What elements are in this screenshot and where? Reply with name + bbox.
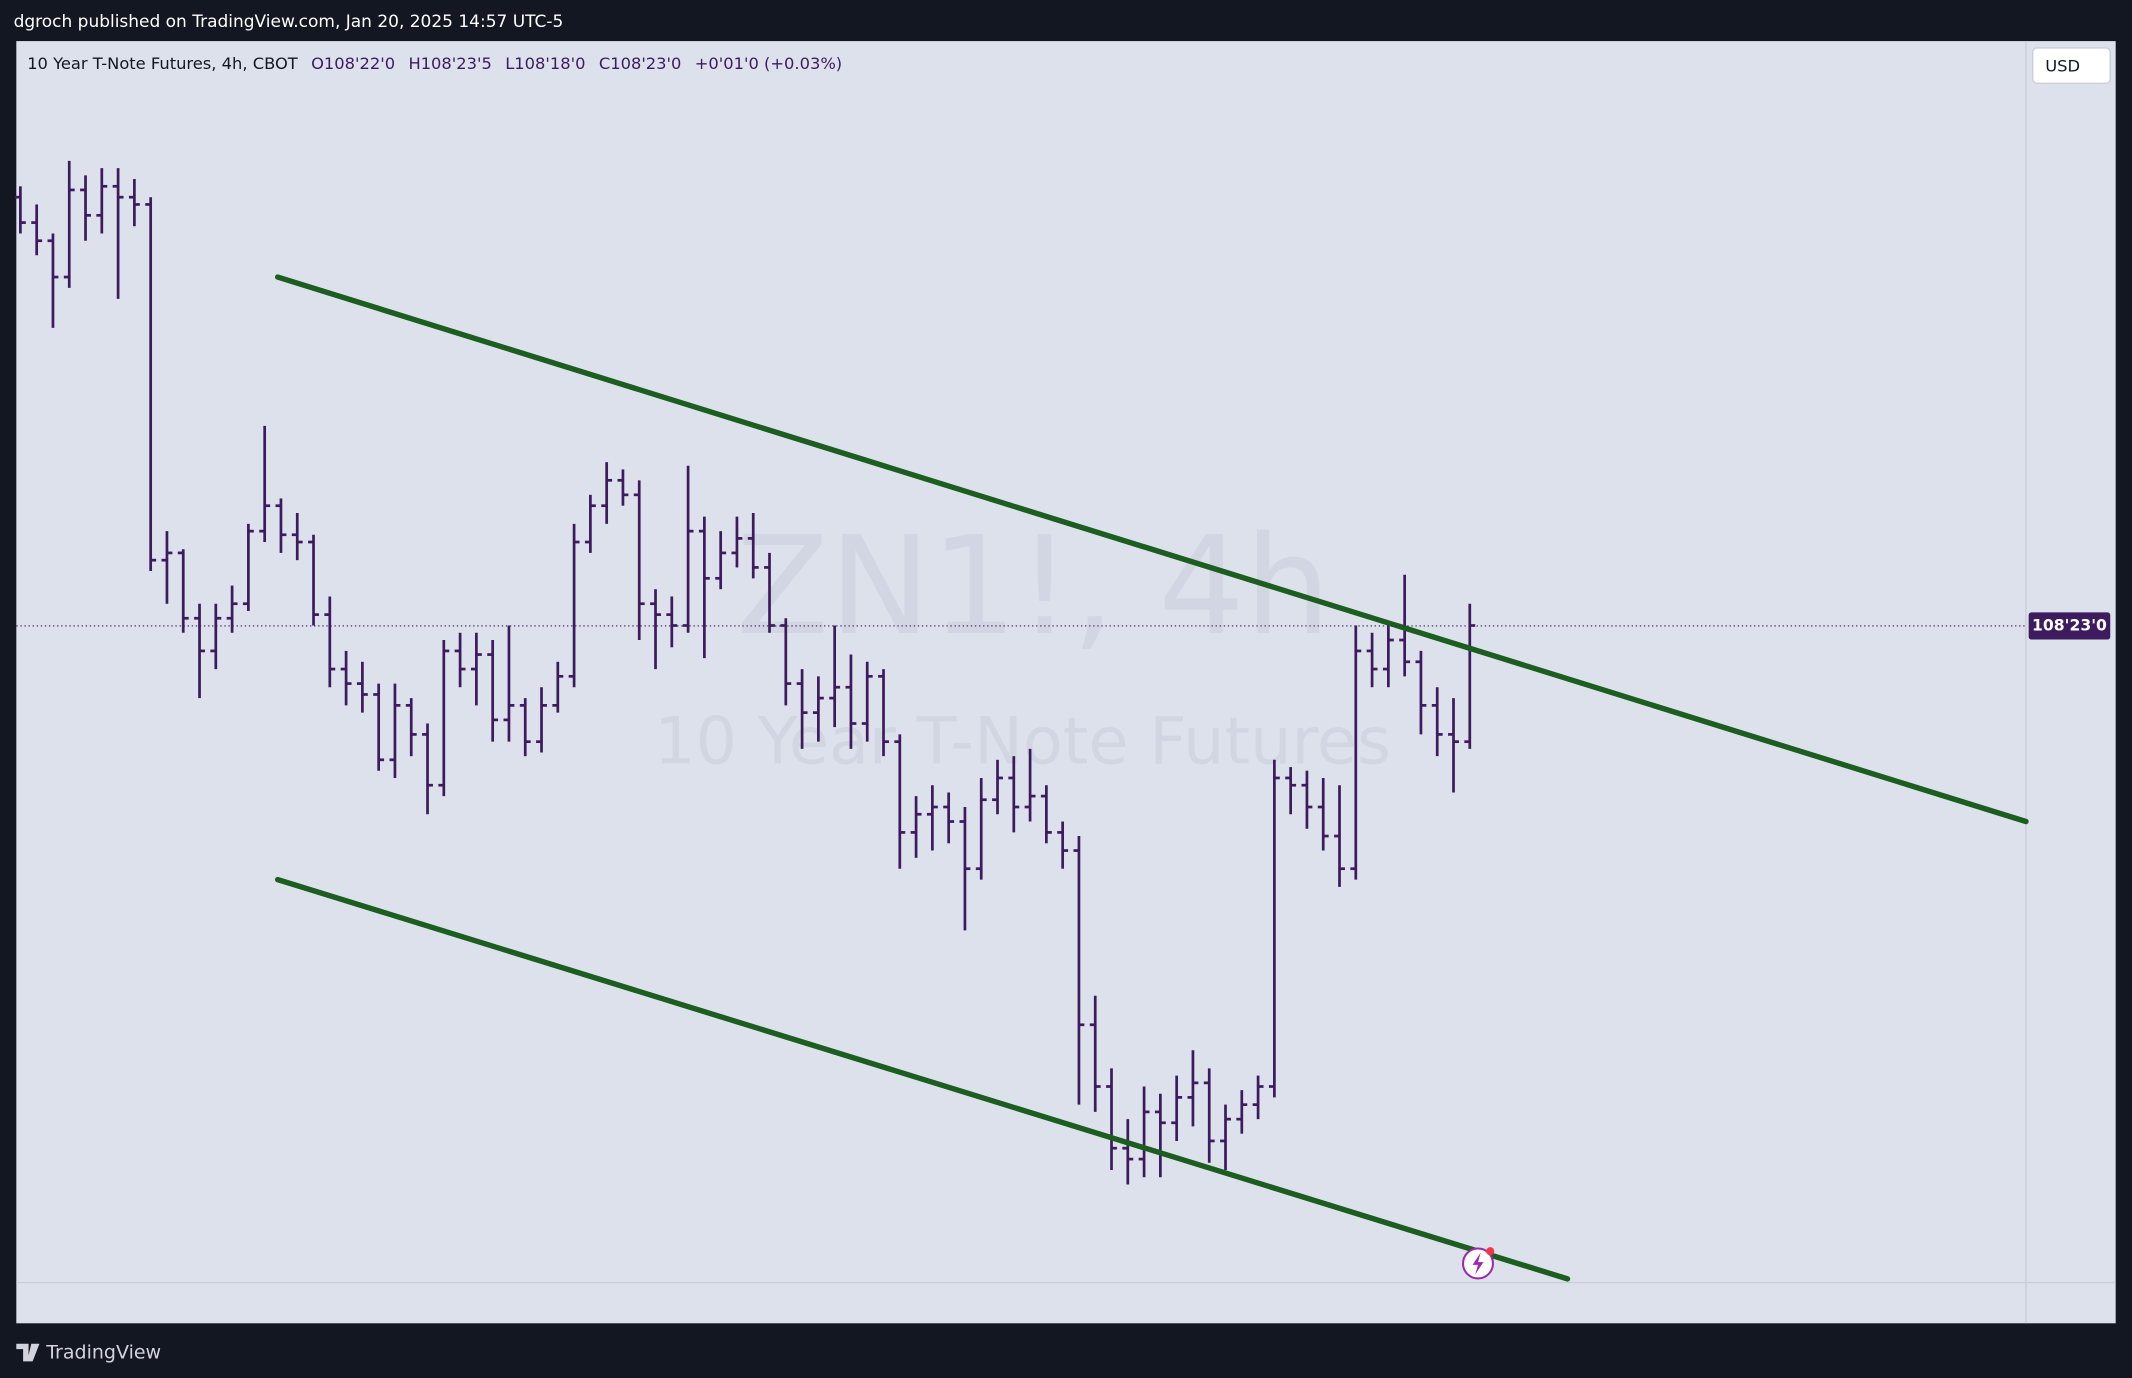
marks	[14, 160, 2029, 1282]
legend-low: L108'18'0	[505, 54, 585, 73]
axes: 108'23'0	[2028, 612, 2111, 640]
currency-button[interactable]	[2032, 47, 2111, 84]
publish-header: dgroch published on TradingView.com, Jan…	[14, 12, 564, 32]
brand-name: TradingView	[45, 1342, 161, 1364]
trend-line	[274, 274, 2029, 825]
plot-area	[16, 41, 2026, 1283]
trend-line	[274, 876, 1571, 1282]
legend-high: H108'23'5	[408, 54, 491, 73]
legend-close: C108'23'0	[599, 54, 682, 73]
legend-change: +0'01'0 (+0.03%)	[695, 54, 842, 73]
currency-label: USD	[2045, 56, 2080, 75]
watermark-ticker: ZN1!, 4h	[736, 508, 1331, 666]
last-price-box	[2028, 612, 2111, 640]
watermark-name: 10 Year T-Note Futures	[654, 703, 1391, 779]
brand-logo	[16, 1343, 40, 1362]
legend-symbol: 10 Year T-Note Futures, 4h, CBOT	[27, 54, 298, 73]
legend: 10 Year T-Note Futures, 4h, CBOT O108'22…	[27, 54, 842, 73]
time-axis	[16, 1282, 2026, 1324]
alert-bolt	[1472, 1252, 1484, 1275]
legend-open: O108'22'0	[311, 54, 395, 73]
last-price-label: 108'23'0	[2032, 615, 2107, 634]
price-axis	[2025, 41, 2116, 1324]
alert-dot	[1486, 1247, 1495, 1256]
